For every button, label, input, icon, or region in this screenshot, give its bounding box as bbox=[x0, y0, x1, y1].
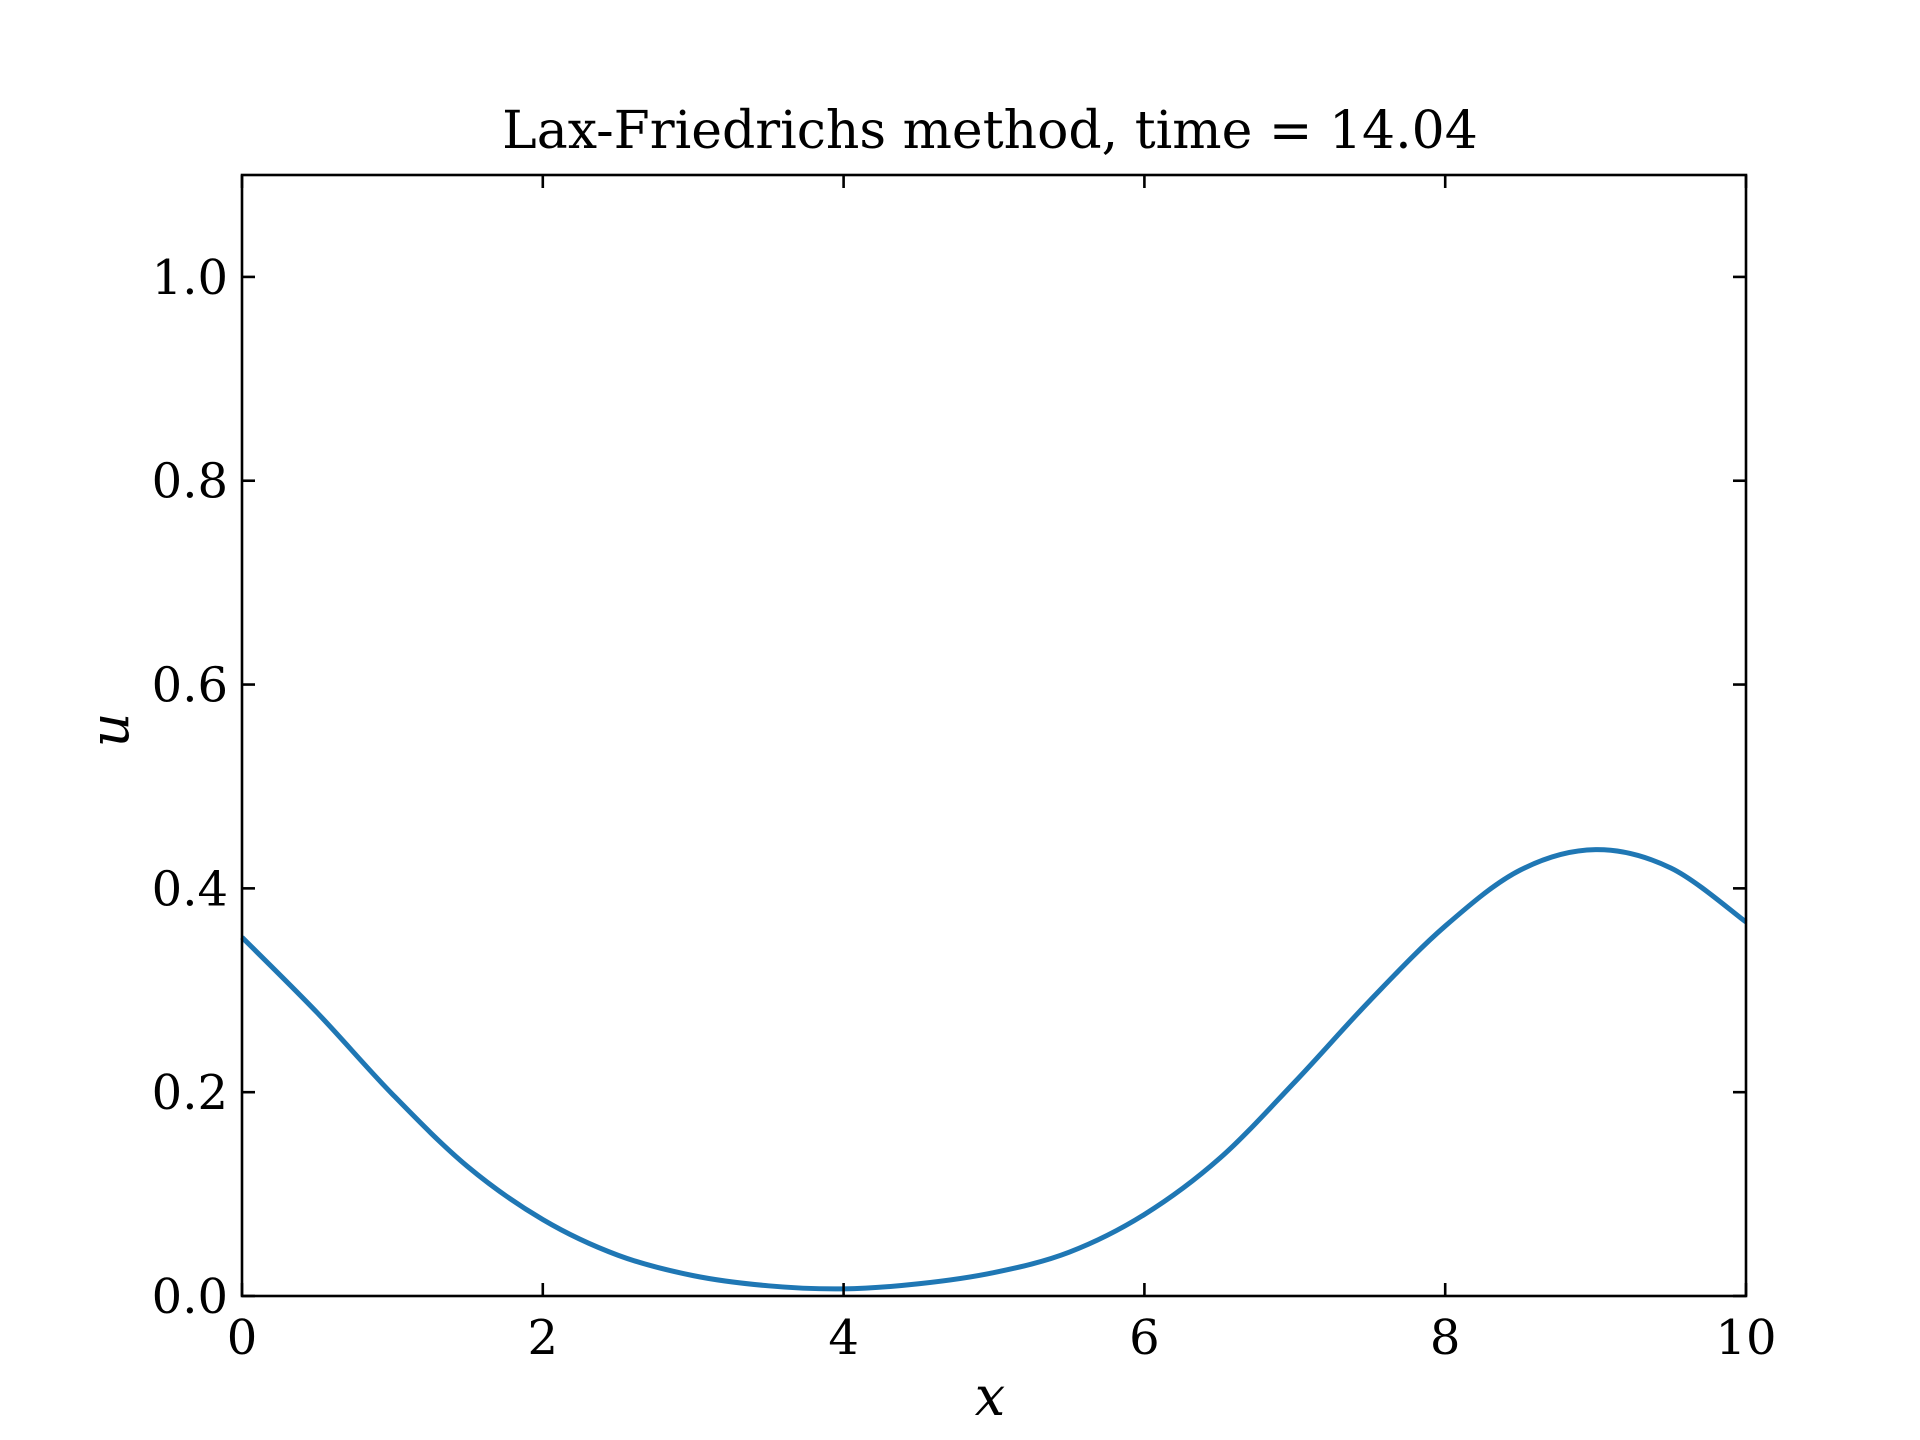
x-tick-label: 8 bbox=[1430, 1310, 1461, 1366]
y-tick-label: 0.2 bbox=[152, 1065, 228, 1121]
chart-title: Lax-Friedrichs method, time = 14.04 bbox=[502, 101, 1478, 161]
x-tick-label: 2 bbox=[528, 1310, 559, 1366]
x-tick-label: 4 bbox=[828, 1310, 859, 1366]
x-tick-label: 6 bbox=[1129, 1310, 1160, 1366]
y-tick-label: 0.8 bbox=[152, 454, 228, 510]
plot-area: 0 2 4 6 8 10 0.0 0.2 0.4 0.6 0.8 1.0 bbox=[152, 173, 1777, 1366]
y-axis-label: u bbox=[78, 713, 141, 748]
y-tick-label: 0.0 bbox=[152, 1269, 228, 1325]
x-tick-label: 0 bbox=[227, 1310, 258, 1366]
y-tick-label: 1.0 bbox=[152, 250, 228, 306]
x-tick-label: 10 bbox=[1715, 1310, 1776, 1366]
series-line-0 bbox=[240, 847, 1748, 1292]
plot-frame bbox=[240, 173, 1748, 1298]
y-tick-label: 0.4 bbox=[152, 861, 228, 917]
x-axis-label: x bbox=[975, 1365, 1005, 1428]
y-tick-label: 0.6 bbox=[152, 658, 228, 714]
